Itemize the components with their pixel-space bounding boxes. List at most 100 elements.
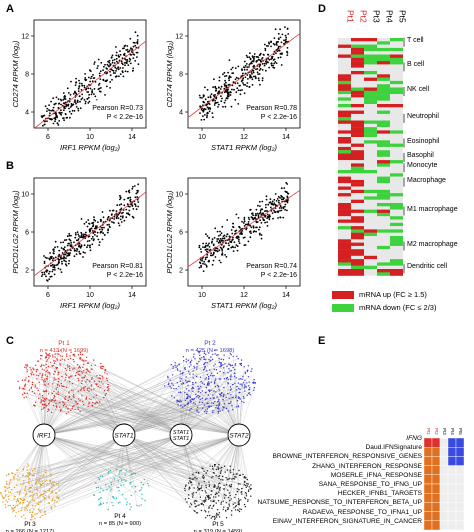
gene-node	[32, 498, 34, 501]
heatmap-e-cell	[431, 447, 441, 457]
network-edge	[92, 405, 182, 436]
heatmap-cell	[364, 41, 377, 45]
gene-node	[37, 375, 40, 377]
network-edge	[43, 434, 125, 480]
scatter-point	[261, 69, 264, 71]
scatter-point	[108, 59, 111, 62]
gene-node	[173, 387, 175, 390]
scatter-point	[92, 239, 95, 242]
heatmap-cell	[351, 123, 364, 128]
gene-node	[240, 491, 242, 493]
scatter-point	[258, 58, 260, 61]
gene-node	[196, 396, 198, 398]
gene-node	[231, 376, 233, 378]
gene-node	[61, 375, 63, 378]
gene-node	[32, 475, 35, 477]
scatter-point	[206, 116, 208, 119]
gene-node	[56, 358, 58, 360]
gene-node	[197, 385, 199, 388]
network-edge	[55, 400, 240, 436]
gene-node	[28, 479, 30, 481]
scatter-point	[81, 97, 84, 99]
gene-node	[241, 493, 243, 495]
gene-node	[240, 359, 243, 361]
gene-node	[85, 381, 87, 383]
scatter-point	[128, 205, 131, 208]
gene-node	[47, 403, 50, 405]
gene-node	[44, 511, 47, 513]
heatmap-cell	[351, 38, 364, 42]
heatmap-cell	[377, 71, 390, 75]
gene-node	[226, 478, 228, 480]
scatter-point	[77, 238, 80, 240]
scatter-point	[204, 248, 207, 251]
cell-type-heatmap: Pt1 Pt2 Pt3 Pt4 Pt5 T cell B cell NK cell Neutr…	[332, 6, 474, 286]
scatter-point	[286, 54, 289, 56]
gene-node	[211, 358, 214, 361]
network-edge	[43, 367, 195, 436]
scatter-point	[89, 228, 92, 230]
gene-node	[236, 385, 238, 388]
gene-node	[41, 374, 44, 377]
gene-node	[170, 387, 172, 389]
heatmap-e-cell	[439, 465, 449, 475]
scatter-point	[257, 214, 260, 217]
scatter-point	[270, 58, 272, 61]
scatter-point	[214, 99, 216, 102]
heatmap-cell	[390, 239, 403, 243]
geneset-label: IFNG	[406, 435, 422, 442]
gene-node	[250, 484, 252, 486]
gene-node	[182, 382, 185, 385]
gene-node	[187, 359, 189, 361]
scatter-point	[266, 225, 269, 227]
gene-node	[110, 481, 112, 484]
gene-node	[170, 364, 173, 366]
scatter-point	[111, 209, 114, 212]
gene-node	[223, 465, 226, 467]
x-tick-label: 14	[128, 134, 136, 141]
gene-node	[244, 384, 246, 386]
scatter-point	[58, 111, 61, 114]
gene-node	[222, 364, 224, 366]
scatter-point	[53, 264, 56, 267]
gene-node	[29, 490, 31, 493]
gene-node	[106, 488, 108, 491]
gene-node	[53, 394, 56, 397]
scatter-point	[115, 210, 118, 212]
gene-node	[22, 469, 24, 471]
gene-node	[72, 358, 75, 361]
gene-node	[213, 499, 215, 501]
scatter-point	[65, 105, 67, 108]
scatter-point	[206, 256, 208, 259]
patient-count: n = 319 (N = 1459)	[194, 529, 243, 532]
scatter-point	[114, 72, 116, 74]
heatmap-cell	[351, 173, 364, 177]
scatter-point	[126, 45, 129, 47]
gene-node	[236, 389, 238, 391]
heatmap-cell	[390, 51, 403, 55]
gene-node	[212, 472, 215, 474]
gene-node	[195, 375, 198, 378]
scatter-point	[242, 77, 245, 80]
gene-node	[204, 398, 207, 400]
scatter-point	[56, 122, 59, 125]
network-edge	[15, 434, 240, 475]
heatmap-cell	[377, 229, 390, 233]
gene-node	[245, 386, 248, 388]
network-edge	[27, 364, 182, 436]
gene-node	[106, 502, 108, 504]
scatter-point	[247, 78, 249, 80]
network-edge	[67, 364, 240, 436]
gene-node	[225, 407, 228, 410]
gene-node	[234, 396, 237, 399]
gene-node	[41, 514, 43, 517]
gene-node	[35, 482, 38, 484]
scatter-point	[240, 75, 243, 77]
gene-node	[104, 394, 107, 396]
scatter-point	[54, 269, 56, 271]
gene-node	[79, 399, 81, 402]
heatmap-cell	[364, 269, 377, 273]
network-edge	[81, 371, 240, 436]
scatter-point	[279, 28, 281, 31]
heatmap-cell	[390, 203, 403, 207]
